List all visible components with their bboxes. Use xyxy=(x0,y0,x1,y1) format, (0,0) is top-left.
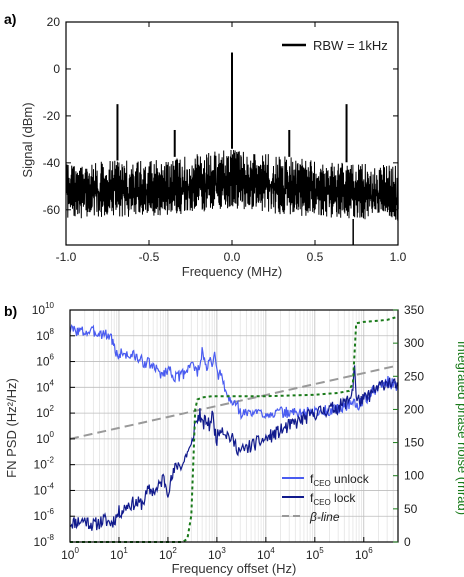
panel-b-ytick-exponent: 10 xyxy=(45,301,54,310)
panel-b-ytick-exponent: 8 xyxy=(50,327,55,336)
panel-b-y2tick-label: 0 xyxy=(404,535,411,549)
panel-b-xtick-exponent: 4 xyxy=(270,546,275,555)
panel-a-xtick-label: 0.5 xyxy=(307,250,324,264)
panel-b-xtick-label: 104 xyxy=(257,546,275,562)
panel-b-ytick-label: 102 xyxy=(36,404,54,420)
panel-a: a) -1.0 -0.5 0.0 0.5 1.0 20 0 -20 -40 -60 Frequen… xyxy=(4,11,407,279)
panel-b-xtick-label: 100 xyxy=(61,546,79,562)
panel-b-y2tick-label: 300 xyxy=(404,336,424,350)
panel-b-xtick-label: 102 xyxy=(159,546,177,562)
panel-a-ylabel: Signal (dBm) xyxy=(20,102,35,177)
panel-a-plot-area xyxy=(65,52,399,245)
panel-b-xtick-exponent: 6 xyxy=(368,546,373,555)
panel-b-lock-trace xyxy=(69,365,399,531)
panel-b-y2tick-label: 50 xyxy=(404,502,418,516)
panel-b-ytick-label: 104 xyxy=(36,378,54,394)
panel-b-ytick-label: 1010 xyxy=(32,301,55,317)
panel-a-xlabel: Frequency (MHz) xyxy=(182,264,282,279)
panel-a-label: a) xyxy=(4,11,16,27)
panel-a-ytick-label: 0 xyxy=(53,62,60,76)
panel-b: b) 100 101 102 103 104 105 10610-810-610-410-2… xyxy=(4,301,464,576)
panel-b-xtick-exponent: 5 xyxy=(319,546,324,555)
panel-b-ytick-label: 10-2 xyxy=(34,456,55,472)
legend-label-beta: β-line xyxy=(309,510,340,524)
panel-b-y2tick-label: 350 xyxy=(404,303,424,317)
panel-a-xtick-label: -0.5 xyxy=(139,250,160,264)
panel-b-xtick-exponent: 2 xyxy=(172,546,177,555)
panel-a-legend: RBW = 1kHz xyxy=(282,38,388,53)
panel-b-xtick-exponent: 3 xyxy=(221,546,226,555)
panel-b-frame xyxy=(69,309,399,543)
panel-b-y2tick-label: 250 xyxy=(404,369,424,383)
panel-a-noise-trace xyxy=(65,149,399,221)
panel-b-xtick-label: 101 xyxy=(110,546,128,562)
panel-b-plot-area xyxy=(69,309,399,543)
panel-a-legend-label: RBW = 1kHz xyxy=(313,38,388,53)
panel-b-ytick-label: 108 xyxy=(36,327,54,343)
panel-b-ytick-exponent: -6 xyxy=(47,507,55,516)
legend-label-lock: fCEO lock xyxy=(310,491,356,507)
panel-b-legend: fCEO unlock fCEO lock β-line xyxy=(282,472,370,524)
panel-b-ytick-exponent: 0 xyxy=(50,430,55,439)
panel-b-ytick-exponent: 2 xyxy=(50,404,55,413)
panel-b-ytick-label: 10-8 xyxy=(34,533,55,549)
panel-b-y2label: Integrated phase noise (mrad) xyxy=(455,341,464,515)
panel-a-ytick-label: 20 xyxy=(47,15,61,29)
panel-a-xtick-label: -1.0 xyxy=(56,250,77,264)
panel-b-xtick-exponent: 1 xyxy=(123,546,128,555)
panel-b-y2tick-label: 200 xyxy=(404,402,424,416)
panel-b-ylabel: FN PSD (Hz²/Hz) xyxy=(4,378,19,478)
panel-b-y2tick-label: 150 xyxy=(404,436,424,450)
panel-b-xtick-exponent: 0 xyxy=(74,546,79,555)
panel-b-xtick-label: 105 xyxy=(306,546,324,562)
panel-b-ytick-label: 10-6 xyxy=(34,507,55,523)
panel-b-ytick-label: 10-4 xyxy=(34,481,55,497)
panel-b-ytick-exponent: -8 xyxy=(47,533,55,542)
panel-b-ytick-exponent: -2 xyxy=(47,456,55,465)
panel-b-ytick-label: 106 xyxy=(36,353,54,369)
panel-a-ytick-label: -60 xyxy=(43,203,61,217)
panel-a-xtick-label: 1.0 xyxy=(390,250,407,264)
panel-b-ytick-exponent: -4 xyxy=(47,481,55,490)
panel-b-xtick-label: 106 xyxy=(355,546,373,562)
legend-label-unlock: fCEO unlock xyxy=(310,472,370,488)
panel-a-ticks: -1.0 -0.5 0.0 0.5 1.0 20 0 -20 -40 -60 xyxy=(43,15,407,264)
panel-a-ytick-label: -40 xyxy=(43,156,61,170)
panel-b-y2tick-label: 100 xyxy=(404,469,424,483)
panel-b-label: b) xyxy=(4,303,17,319)
panel-a-ytick-label: -20 xyxy=(43,109,61,123)
panel-b-ytick-exponent: 4 xyxy=(50,378,55,387)
panel-b-xlabel: Frequency offset (Hz) xyxy=(172,561,297,576)
panel-b-ytick-label: 100 xyxy=(36,430,54,446)
panel-b-ytick-exponent: 6 xyxy=(50,353,55,362)
panel-b-xtick-label: 103 xyxy=(208,546,226,562)
panel-a-xtick-label: 0.0 xyxy=(224,250,241,264)
